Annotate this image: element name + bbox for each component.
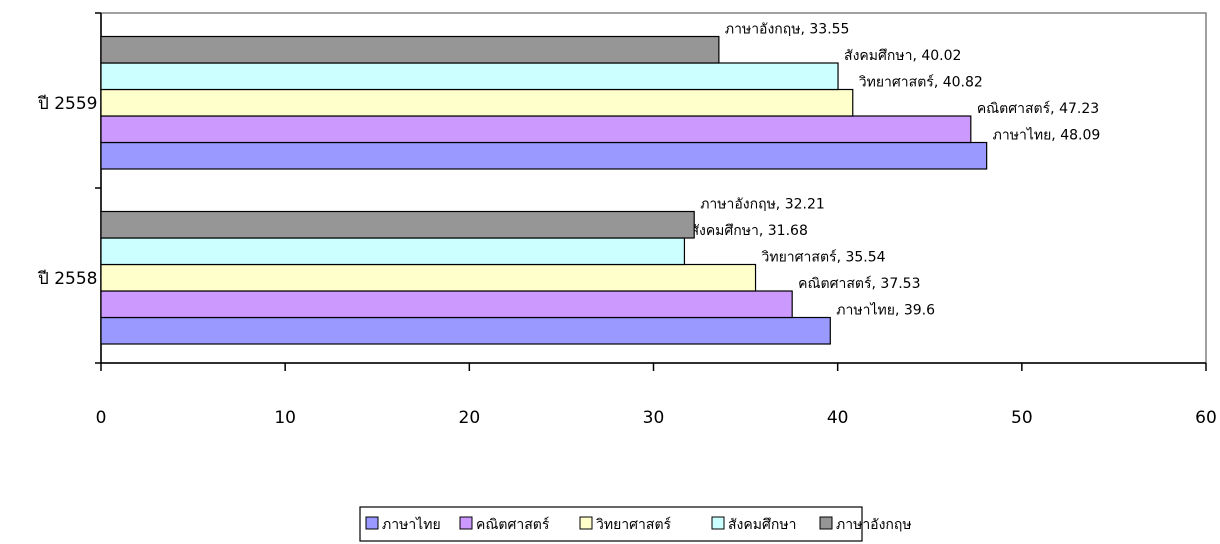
legend-swatch (459, 516, 473, 530)
x-tick-label: 60 (1195, 408, 1217, 428)
x-tick-label: 0 (96, 408, 107, 428)
data-label: สังคมศึกษา, 40.02 (844, 48, 961, 64)
data-label: สังคมศึกษา, 31.68 (690, 223, 807, 239)
legend-swatch (819, 516, 833, 530)
bar (100, 88, 854, 117)
legend-swatch (365, 516, 379, 530)
data-label: วิทยาศาสตร์, 35.54 (761, 249, 885, 266)
bar (100, 62, 839, 91)
data-label: ภาษาอังกฤษ, 33.55 (725, 22, 850, 38)
legend-label: ภาษาอังกฤษ (836, 517, 912, 533)
bar (100, 115, 972, 144)
bar (100, 237, 686, 266)
legend-label: ภาษาไทย (382, 516, 441, 533)
bar (100, 35, 720, 64)
data-label: ภาษาไทย, 48.09 (993, 127, 1101, 144)
data-label: คณิตศาสตร์, 47.23 (977, 100, 1099, 117)
bar (100, 263, 757, 292)
data-label: คณิตศาสตร์, 37.53 (798, 275, 920, 292)
data-label: ภาษาไทย, 39.6 (836, 302, 935, 319)
x-tick-label: 30 (643, 408, 665, 428)
bar (100, 210, 695, 239)
category-label: ปี 2559 (37, 94, 97, 114)
legend (359, 506, 863, 542)
x-tick-label: 20 (459, 408, 481, 428)
x-tick-label: 50 (1011, 408, 1033, 428)
category-label: ปี 2558 (37, 269, 97, 289)
legend-swatch (579, 516, 593, 530)
bar (100, 316, 831, 345)
bar (100, 141, 988, 170)
legend-swatch (711, 516, 725, 530)
x-tick-label: 10 (274, 408, 296, 428)
legend-label: วิทยาศาสตร์ (596, 516, 672, 533)
bar (100, 290, 793, 319)
x-tick-label: 40 (827, 408, 849, 428)
legend-label: คณิตศาสตร์ (476, 516, 550, 533)
legend-label: สังคมศึกษา (728, 517, 796, 533)
data-label: ภาษาอังกฤษ, 32.21 (700, 197, 825, 213)
data-label: วิทยาศาสตร์, 40.82 (859, 74, 983, 91)
